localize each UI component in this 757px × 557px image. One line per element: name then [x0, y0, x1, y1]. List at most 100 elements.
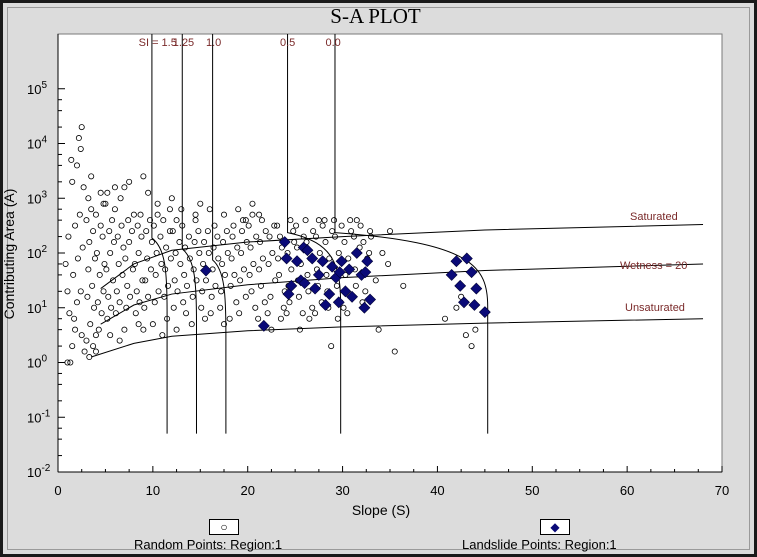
random-point	[276, 233, 283, 240]
x-tick-label: 0	[54, 483, 61, 498]
random-point	[138, 233, 145, 240]
random-point	[302, 217, 309, 224]
random-point	[259, 255, 266, 262]
random-point	[119, 271, 126, 278]
random-point	[207, 310, 214, 317]
landslide-point	[339, 285, 352, 298]
random-point	[66, 310, 73, 317]
random-point	[233, 299, 240, 306]
random-point	[245, 222, 252, 229]
random-point	[182, 244, 189, 251]
random-point	[92, 348, 99, 355]
si-line	[212, 34, 227, 434]
random-point	[92, 332, 99, 339]
landslide-point	[478, 306, 491, 319]
random-point	[140, 326, 147, 333]
landslide-point	[280, 252, 293, 265]
legend-random-swatch: ○	[209, 519, 239, 535]
random-point	[133, 288, 140, 295]
landslide-point	[309, 282, 321, 295]
random-point	[391, 348, 398, 355]
random-point	[210, 244, 217, 251]
random-point	[70, 271, 77, 278]
random-point	[147, 217, 154, 224]
random-point	[184, 282, 191, 289]
random-point	[272, 277, 279, 284]
legend-landslide-label: Landslide Points: Region:1	[462, 537, 617, 552]
random-point	[220, 239, 227, 246]
random-point	[116, 299, 123, 306]
x-tick-label: 10	[146, 483, 160, 498]
random-point	[201, 239, 208, 246]
si-label: 0.5	[280, 37, 295, 49]
random-point	[173, 326, 180, 333]
random-point	[141, 304, 148, 311]
random-point	[112, 310, 119, 317]
random-point	[135, 249, 142, 256]
random-point	[120, 244, 127, 251]
y-tick-exponent: 3	[41, 189, 47, 200]
random-point	[88, 173, 95, 180]
y-tick-base: 10	[27, 301, 41, 316]
random-point	[127, 293, 134, 300]
random-point	[360, 239, 367, 246]
landslide-point	[291, 255, 303, 268]
random-point	[247, 244, 254, 251]
random-point	[368, 233, 375, 240]
random-point	[111, 184, 118, 191]
random-point	[166, 228, 173, 235]
random-point	[110, 277, 117, 284]
random-point	[338, 222, 345, 229]
random-point	[220, 321, 227, 328]
random-point	[191, 239, 198, 246]
landslide-point	[312, 268, 325, 281]
random-point	[108, 304, 115, 311]
random-point	[154, 211, 161, 218]
landslide-point	[332, 296, 345, 309]
random-point	[312, 310, 319, 317]
random-point	[137, 211, 144, 218]
si-label: SI = 1.5	[139, 37, 177, 49]
random-point	[72, 326, 79, 333]
random-point	[328, 343, 335, 350]
random-point	[240, 266, 247, 273]
y-axis-label: Contributing Area (A)	[1, 189, 17, 320]
random-point	[73, 299, 80, 306]
random-point	[84, 293, 91, 300]
landslide-point	[343, 263, 356, 276]
random-point	[386, 228, 393, 235]
random-point	[186, 255, 193, 262]
random-point	[104, 189, 111, 196]
random-point	[223, 228, 230, 235]
random-point	[334, 315, 341, 322]
random-point	[77, 288, 84, 295]
si-line	[151, 34, 168, 434]
random-point	[313, 233, 320, 240]
random-point	[86, 354, 93, 361]
random-point	[65, 233, 72, 240]
random-point	[326, 255, 333, 262]
y-tick-exponent: -2	[41, 463, 50, 474]
random-point	[261, 299, 268, 306]
random-point	[275, 255, 282, 262]
random-point	[114, 233, 121, 240]
random-point	[144, 255, 151, 262]
landslide-point	[200, 264, 212, 277]
landslide-point	[359, 266, 372, 279]
random-point	[165, 282, 172, 289]
random-point	[321, 217, 328, 224]
random-point	[288, 266, 295, 273]
random-point	[106, 228, 113, 235]
random-point	[379, 249, 386, 256]
random-point	[218, 288, 225, 295]
landslide-point	[333, 266, 346, 279]
y-tick-base: 10	[27, 246, 41, 261]
random-point	[249, 211, 256, 218]
random-point	[366, 249, 373, 256]
wetness-curves-group: Saturated Wetness = 20 Unsaturated	[91, 211, 704, 358]
random-point	[276, 271, 283, 278]
random-point	[258, 217, 265, 224]
landslide-point	[465, 266, 478, 279]
landslide-point	[285, 279, 298, 292]
random-point	[234, 244, 241, 251]
